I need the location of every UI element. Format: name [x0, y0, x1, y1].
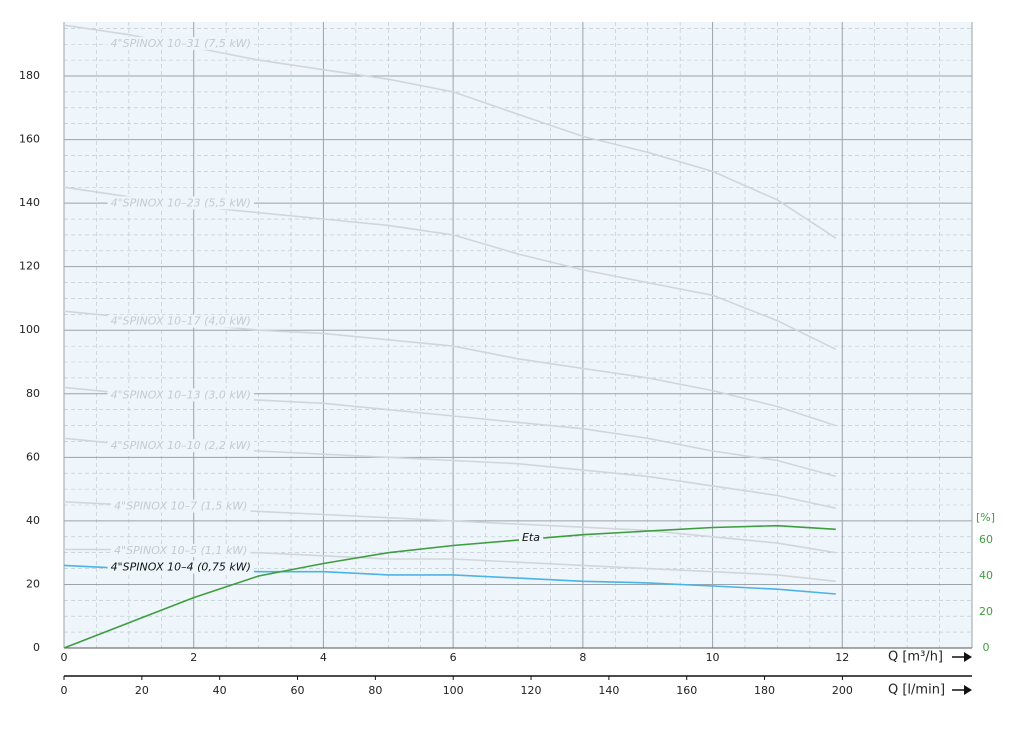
y-tick-label: 40 [26, 514, 40, 527]
curve-label: 4"SPINOX 10–13 (3,0 kW) [111, 388, 251, 401]
curve-label: 4"SPINOX 10–5 (1,1 kW) [114, 544, 247, 557]
y-tick-label: 20 [26, 577, 40, 590]
label-background [111, 499, 251, 513]
x2-tick-label: 0 [61, 684, 68, 697]
y-tick-label: 180 [19, 69, 40, 82]
x-tick-label: 12 [835, 651, 849, 664]
x2-tick-label: 80 [368, 684, 382, 697]
y-tick-label: 140 [19, 196, 40, 209]
x-tick-label: 10 [706, 651, 720, 664]
curve-label: Eta [522, 531, 540, 544]
curve-label: 4"SPINOX 10–31 (7,5 kW) [111, 37, 251, 50]
label-background [107, 439, 254, 453]
curve-label: 4"SPINOX 10–23 (5,5 kW) [111, 196, 251, 209]
curve-label: 4"SPINOX 10–10 (2,2 kW) [111, 439, 251, 452]
y2-tick-label: 60 [979, 533, 993, 546]
grid [63, 22, 972, 649]
x2-tick-label: 180 [754, 684, 775, 697]
y2-tick-label: 40 [979, 569, 993, 582]
x2-tick-label: 100 [443, 684, 464, 697]
label-background [111, 544, 251, 558]
label-background [518, 530, 544, 544]
curve-label: 4"SPINOX 10–4 (0,75 kW) [111, 561, 251, 574]
x2-axis-label: Q [l/min] [888, 683, 945, 698]
curve-label: 4"SPINOX 10–7 (1,5 kW) [114, 500, 247, 513]
label-background [107, 196, 254, 210]
y2-tick-label: 0 [983, 641, 990, 654]
x-tick-label: 6 [450, 651, 457, 664]
curve [63, 524, 836, 649]
y2-tick-label: 20 [979, 605, 993, 618]
label-background [107, 36, 254, 50]
label-background [107, 314, 254, 328]
y2-axis-label: [%] [976, 511, 995, 524]
x2-tick-label: 20 [135, 684, 149, 697]
label-background [107, 560, 254, 574]
x2-tick-label: 140 [598, 684, 619, 697]
x2-tick-label: 120 [521, 684, 542, 697]
x-tick-label: 8 [579, 651, 586, 664]
y-tick-label: 60 [26, 450, 40, 463]
label-background [107, 388, 254, 402]
x2-tick-label: 60 [291, 684, 305, 697]
x-tick-label: 0 [61, 651, 68, 664]
y-tick-label: 80 [26, 387, 40, 400]
x-axis-label: Q [m³/h] [888, 650, 943, 665]
x2-tick-label: 40 [213, 684, 227, 697]
x-tick-label: 2 [190, 651, 197, 664]
y-tick-label: 0 [33, 641, 40, 654]
x2-tick-label: 200 [832, 684, 853, 697]
y-tick-label: 120 [19, 260, 40, 273]
arrows [952, 652, 972, 695]
x-tick-label: 4 [320, 651, 327, 664]
curve-label: 4"SPINOX 10–17 (4,0 kW) [111, 315, 251, 328]
y-tick-label: 160 [19, 133, 40, 146]
x2-tick-label: 160 [676, 684, 697, 697]
y-tick-label: 100 [19, 323, 40, 336]
